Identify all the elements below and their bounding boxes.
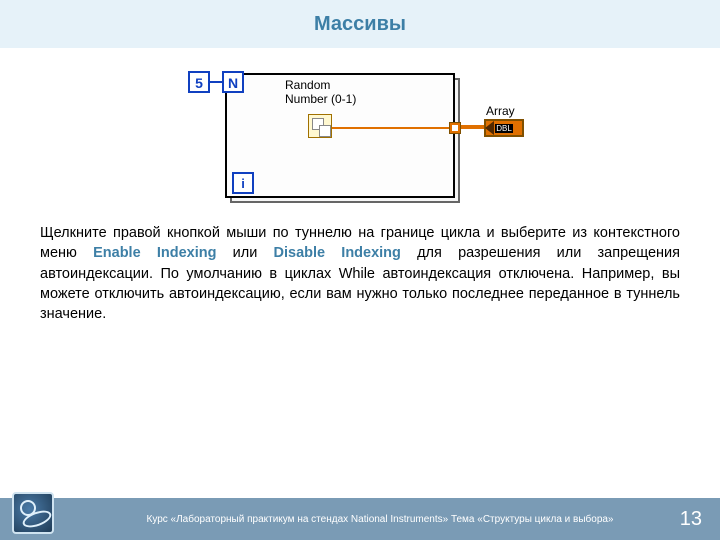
random-label-line1: Random (285, 78, 330, 92)
array-indicator-arrow-icon (485, 121, 494, 135)
random-number-icon (308, 114, 332, 138)
slide-title: Массивы (314, 13, 406, 36)
random-label-line2: Number (0-1) (285, 92, 356, 106)
logo-emblem-icon (12, 492, 54, 534)
random-number-label: Random Number (0-1) (285, 78, 356, 106)
course-caption: Курс «Лабораторный практикум на стендах … (0, 514, 720, 525)
indexing-tunnel (449, 122, 461, 134)
disable-indexing-term: Disable Indexing (274, 245, 401, 261)
labview-diagram: 5 N i Random Number (0-1) Array DBL (180, 68, 540, 203)
wire-random-to-tunnel (332, 127, 450, 129)
body-paragraph: Щелкните правой кнопкой мыши по туннелю … (0, 223, 720, 324)
dbl-type-badge: DBL (495, 124, 513, 133)
institution-logo (12, 492, 60, 536)
wire-tunnel-to-array (461, 125, 485, 129)
footer-bar: Курс «Лабораторный практикум на стендах … (0, 498, 720, 540)
enable-indexing-term: Enable Indexing (93, 245, 216, 261)
title-bar: Массивы (0, 0, 720, 48)
numeric-constant: 5 (188, 71, 210, 93)
i-terminal: i (232, 172, 254, 194)
diagram-area: 5 N i Random Number (0-1) Array DBL (0, 68, 720, 203)
n-terminal: N (222, 71, 244, 93)
array-label: Array (486, 104, 515, 118)
page-number: 13 (680, 508, 702, 531)
text-segment-or: или (216, 245, 273, 261)
